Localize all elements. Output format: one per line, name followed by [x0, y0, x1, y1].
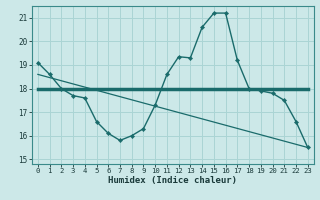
X-axis label: Humidex (Indice chaleur): Humidex (Indice chaleur)	[108, 176, 237, 185]
